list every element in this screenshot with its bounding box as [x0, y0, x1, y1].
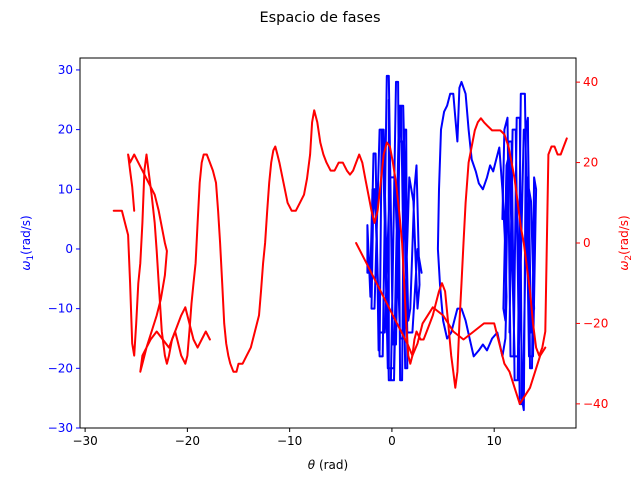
- y-right-tick-label: −20: [583, 316, 608, 330]
- y-left-tick-label: 10: [58, 182, 73, 196]
- y-left-tick-label: −20: [48, 361, 73, 375]
- y-right-tick-label: 0: [583, 236, 591, 250]
- x-tick-label: −10: [277, 434, 302, 448]
- x-tick-label: −30: [72, 434, 97, 448]
- series-2-segment-3: [355, 242, 547, 405]
- y-axis-left: −30 −20 −10 0 10 20 30: [48, 63, 80, 435]
- series-layer: [112, 74, 568, 412]
- y-left-tick-label: −30: [48, 421, 73, 435]
- series-2-segment-2: [127, 153, 211, 373]
- x-axis: −30 −20 −10 0 10: [72, 428, 502, 448]
- series-1-segment-1: [366, 74, 423, 382]
- y-axis-left-label: ω1(rad/s): [19, 215, 36, 270]
- series-1-segment-3: [501, 92, 538, 412]
- series-2-segment-1: [112, 109, 568, 389]
- y-right-tick-label: 40: [583, 75, 598, 89]
- y-right-tick-label: 20: [583, 156, 598, 170]
- y-left-tick-label: −10: [48, 302, 73, 316]
- y-axis-right-label: ω2(rad/s): [617, 215, 634, 270]
- series-1-segment-2: [436, 80, 508, 358]
- y-axis-right: −40 −20 0 20 40: [576, 75, 608, 411]
- y-left-tick-label: 30: [58, 63, 73, 77]
- y-left-tick-label: 0: [65, 242, 73, 256]
- x-tick-label: −20: [175, 434, 200, 448]
- y-left-tick-label: 20: [58, 123, 73, 137]
- x-axis-label: θ (rad): [308, 458, 348, 472]
- x-tick-label: 10: [487, 434, 502, 448]
- x-tick-label: 0: [388, 434, 396, 448]
- chart-title: Espacio de fases: [259, 10, 380, 26]
- y-right-tick-label: −40: [583, 397, 608, 411]
